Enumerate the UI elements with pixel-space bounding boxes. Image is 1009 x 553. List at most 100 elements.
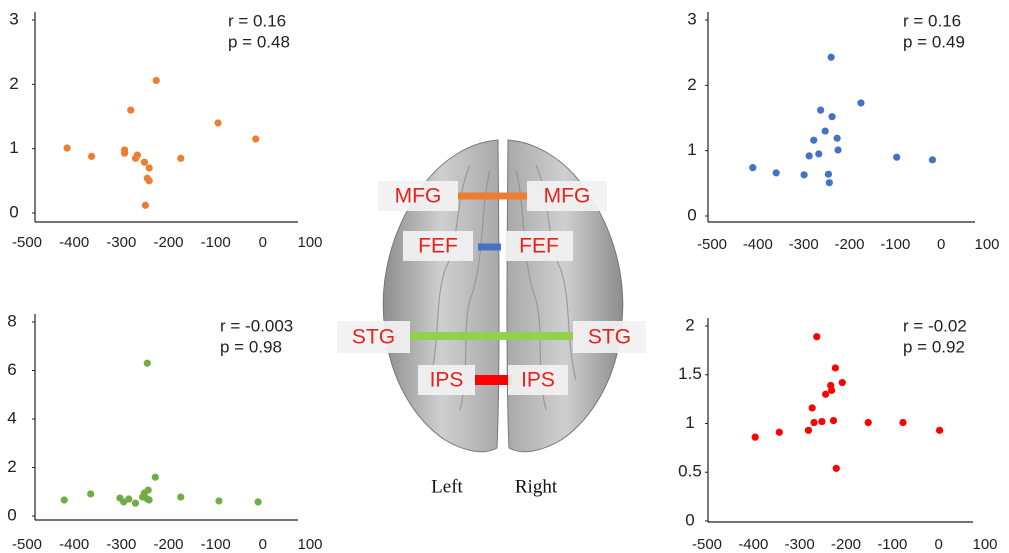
point xyxy=(145,177,153,185)
region-label: STG xyxy=(588,326,631,349)
x-tick-label: 100 xyxy=(297,536,322,553)
stat-annotation: p = 0.98 xyxy=(220,337,282,356)
point xyxy=(252,135,260,143)
x-tick-label: -200 xyxy=(834,236,864,253)
y-tick-label: 1 xyxy=(9,138,18,157)
y-tick-label: 0.5 xyxy=(678,462,702,481)
x-tick-label: -400 xyxy=(743,236,773,253)
label-box xyxy=(378,181,458,211)
point xyxy=(143,359,151,367)
point xyxy=(821,127,829,135)
point xyxy=(813,333,821,341)
point xyxy=(133,151,141,159)
scatter-chart: 0 1 2 3 -500 -400 -300 -200 -100 0 100 r = 0.16 p = … xyxy=(687,9,999,252)
point xyxy=(125,495,133,503)
y-tick-label: 3 xyxy=(687,9,696,28)
x-tick-label: 0 xyxy=(934,536,942,553)
x-tick-label: -300 xyxy=(106,234,136,251)
x-tick-label: -400 xyxy=(59,234,89,251)
point xyxy=(145,164,153,172)
x-tick-label: 100 xyxy=(297,234,322,251)
point xyxy=(829,416,838,425)
x-tick-label: -200 xyxy=(153,536,183,553)
x-tick-label: -500 xyxy=(12,536,42,553)
point xyxy=(131,499,140,507)
region-label: IPS xyxy=(521,369,555,392)
x-tick-label: -100 xyxy=(201,234,231,251)
point xyxy=(828,113,836,121)
stat-annotation: r = 0.16 xyxy=(228,11,286,30)
x-tick-label: -500 xyxy=(12,234,42,251)
point xyxy=(838,378,846,387)
x-tick-label: 100 xyxy=(972,536,997,553)
point xyxy=(800,171,808,179)
point xyxy=(822,390,830,398)
region-label: STG xyxy=(352,326,395,349)
point xyxy=(834,146,842,154)
point xyxy=(808,404,816,412)
point xyxy=(827,53,835,61)
x-tick-label: -500 xyxy=(692,536,722,553)
point xyxy=(818,417,826,426)
point xyxy=(151,473,159,481)
point xyxy=(254,498,262,506)
point xyxy=(825,179,833,187)
point xyxy=(831,364,839,372)
point xyxy=(177,493,185,501)
x-tick-label: -400 xyxy=(738,536,768,553)
x-tick-label: 0 xyxy=(937,236,945,253)
point xyxy=(817,106,825,114)
point xyxy=(815,150,823,158)
label-box xyxy=(337,321,410,353)
side-label: Left xyxy=(431,476,463,497)
y-tick-label: 1 xyxy=(687,140,696,159)
point xyxy=(775,428,783,436)
x-tick-label: -500 xyxy=(697,236,727,253)
scatter-chart: 0 1 2 3 -500 -400 -300 -200 -100 0 100 r = 0.16 p = … xyxy=(9,9,322,250)
point xyxy=(127,106,135,114)
x-tick-label: -300 xyxy=(789,236,819,253)
x-tick-label: -100 xyxy=(880,236,910,253)
point xyxy=(805,152,813,160)
point xyxy=(857,99,865,107)
point xyxy=(893,153,901,161)
point xyxy=(832,464,840,472)
point xyxy=(824,170,833,178)
point xyxy=(864,418,872,427)
point xyxy=(833,134,841,142)
y-tick-label: 1 xyxy=(685,413,694,432)
stat-annotation: p = 0.92 xyxy=(903,337,965,356)
x-tick-label: -400 xyxy=(59,536,89,553)
y-tick-label: 8 xyxy=(7,311,16,330)
y-tick-label: 0 xyxy=(685,510,694,529)
point xyxy=(935,426,944,434)
stat-annotation: p = 0.48 xyxy=(228,32,290,51)
label-box xyxy=(505,231,573,261)
y-tick-label: 6 xyxy=(7,360,16,379)
point xyxy=(60,496,68,504)
x-tick-label: 100 xyxy=(974,236,999,253)
x-tick-label: 0 xyxy=(259,536,267,553)
x-tick-label: -100 xyxy=(877,536,907,553)
y-tick-label: 2 xyxy=(7,457,16,476)
point xyxy=(810,136,818,144)
point xyxy=(63,144,71,152)
point xyxy=(928,156,937,164)
y-tick-label: 4 xyxy=(7,408,16,427)
y-tick-label: 3 xyxy=(9,9,18,28)
point xyxy=(772,169,780,177)
point xyxy=(141,201,149,209)
stat-annotation: r = -0.02 xyxy=(903,316,967,335)
point xyxy=(215,497,223,505)
y-tick-label: 2 xyxy=(9,74,18,93)
x-tick-label: -300 xyxy=(106,536,136,553)
region-label: MFG xyxy=(544,185,591,208)
y-tick-label: 2 xyxy=(687,75,696,94)
stat-annotation: p = 0.49 xyxy=(903,32,965,51)
label-box xyxy=(508,365,568,395)
label-box xyxy=(418,365,475,395)
point xyxy=(749,164,757,172)
label-box xyxy=(403,231,473,261)
stat-annotation: r = -0.003 xyxy=(220,316,293,335)
